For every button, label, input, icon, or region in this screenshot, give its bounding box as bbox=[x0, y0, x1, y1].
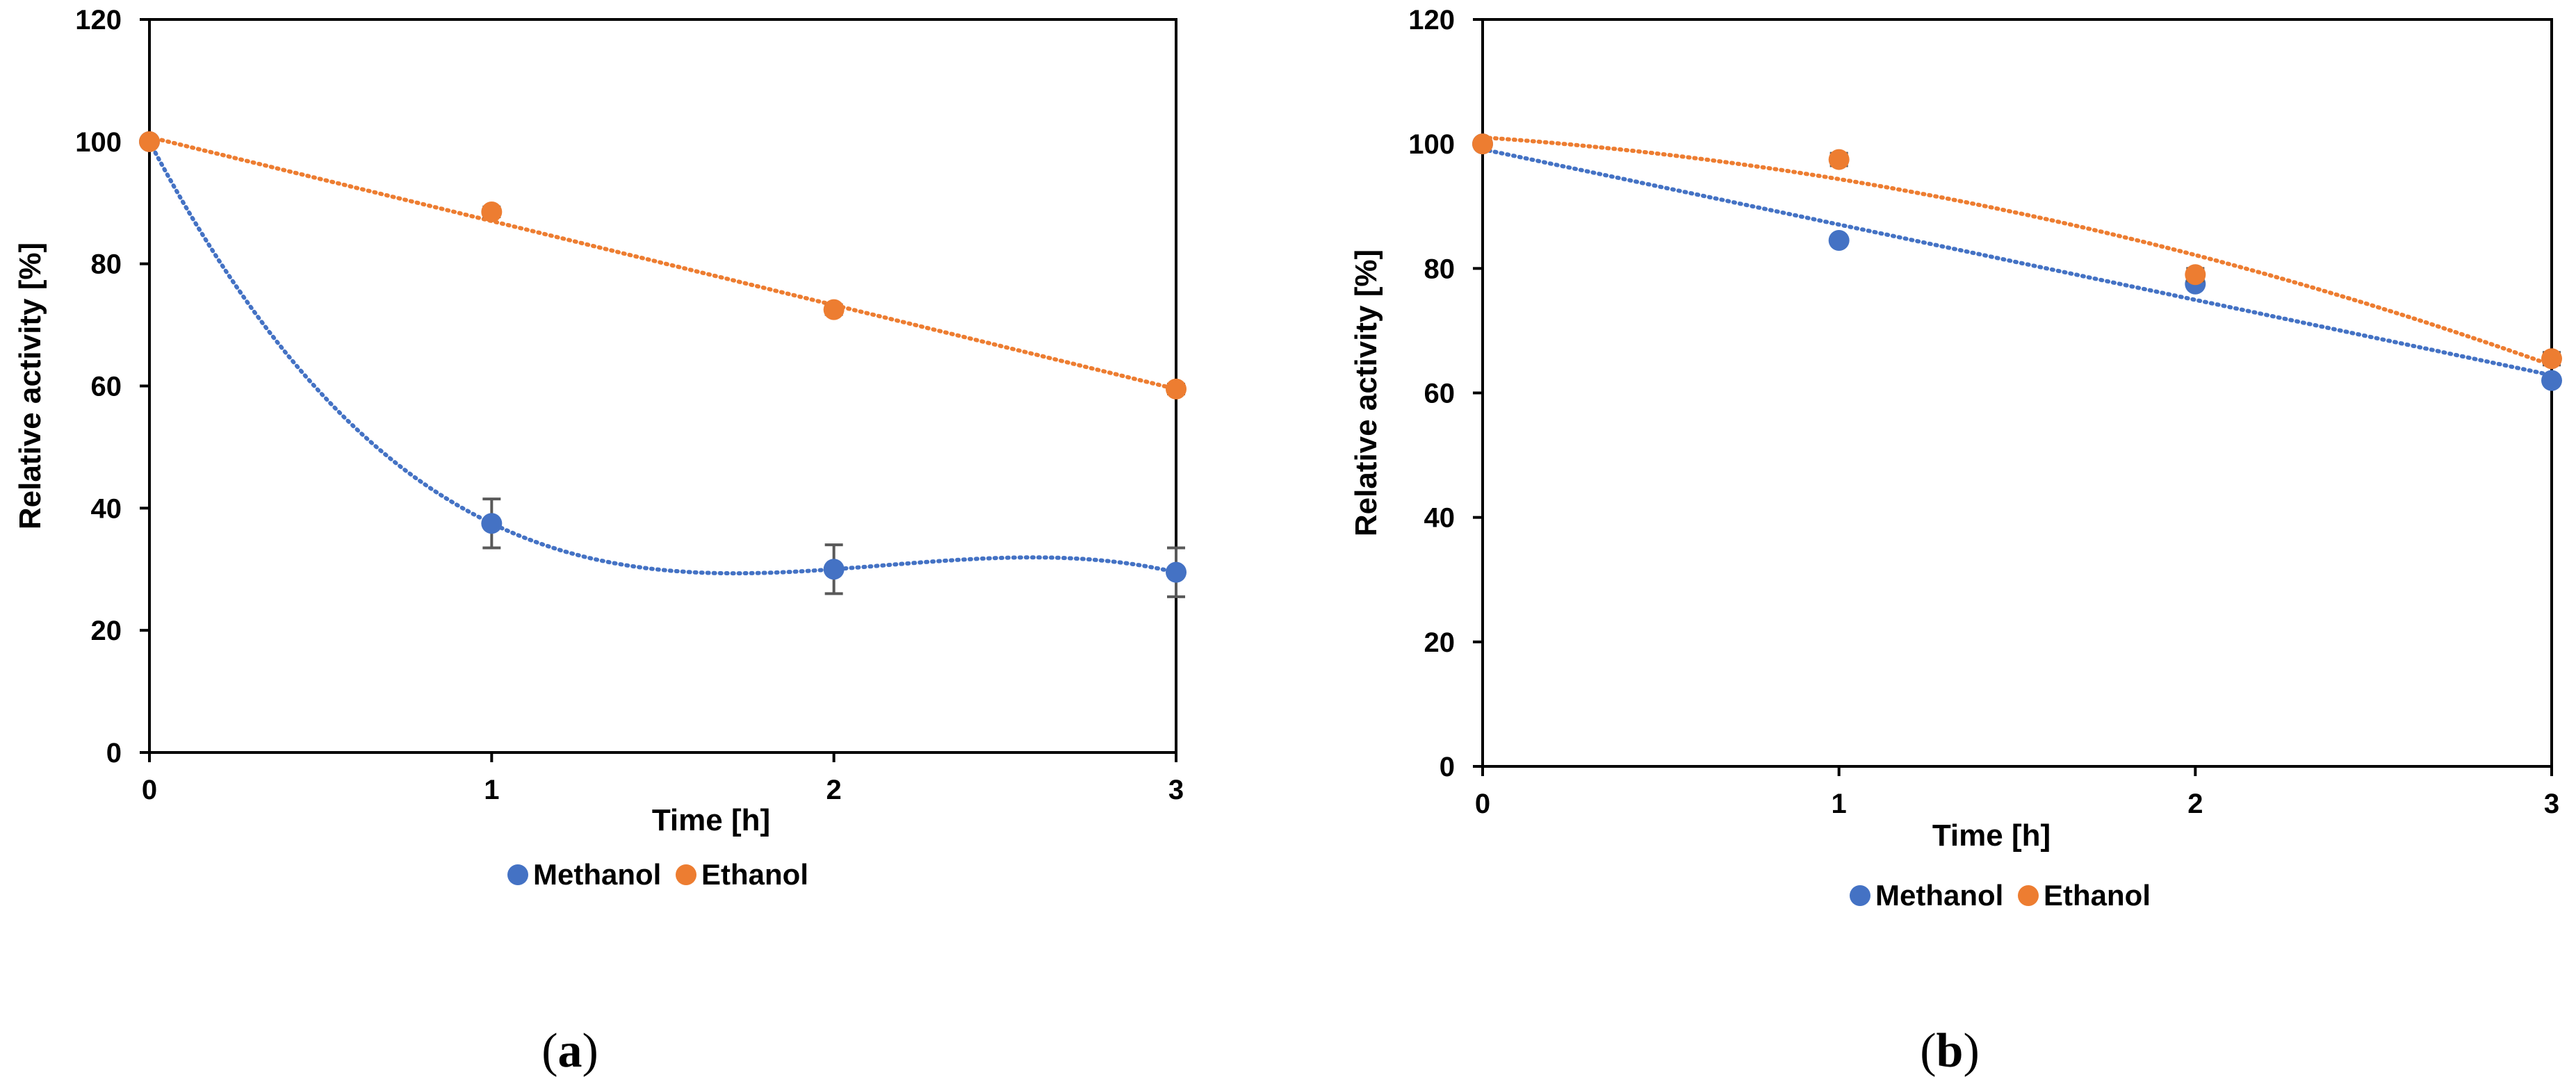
y-tick-label: 120 bbox=[1408, 5, 1455, 35]
x-tick-label: 2 bbox=[826, 775, 842, 805]
legend-marker-methanol bbox=[1850, 885, 1870, 906]
y-tick-label: 60 bbox=[91, 372, 122, 402]
ethanol-point bbox=[2185, 264, 2206, 286]
panel-label-letter: b bbox=[1937, 1024, 1964, 1078]
plot-frame bbox=[1481, 18, 2553, 768]
ethanol-trendline bbox=[147, 135, 1178, 391]
x-tick-label: 0 bbox=[1475, 789, 1490, 819]
ethanol-point bbox=[481, 201, 503, 222]
ethanol-trendline bbox=[1481, 135, 2554, 368]
x-axis-title: Time [h] bbox=[652, 803, 770, 837]
panel-label-open: ( bbox=[541, 1024, 557, 1078]
legend: Methanol Ethanol bbox=[1850, 879, 2151, 912]
legend: Methanol Ethanol bbox=[507, 858, 808, 891]
ethanol-point bbox=[823, 299, 845, 320]
methanol-point bbox=[481, 513, 503, 534]
legend-label-ethanol: Ethanol bbox=[701, 858, 808, 891]
y-tick-label: 40 bbox=[91, 493, 122, 524]
legend-marker-ethanol bbox=[2018, 885, 2039, 906]
methanol-trendline bbox=[1481, 147, 2554, 377]
x-tick-label: 3 bbox=[1168, 775, 1184, 805]
panel-label: (a) bbox=[541, 1024, 598, 1078]
panel-label-close: ) bbox=[582, 1024, 598, 1078]
legend-label-methanol: Methanol bbox=[1875, 879, 2003, 912]
y-axis-title: Relative activity [%] bbox=[13, 242, 47, 529]
legend-marker-ethanol bbox=[676, 864, 696, 885]
y-tick-label: 80 bbox=[1424, 254, 1456, 284]
y-tick-label: 20 bbox=[1424, 627, 1456, 658]
chart-panel-a: 0 20 40 60 80 100 120 0 1 2 3 Time [h] Relative acti… bbox=[13, 5, 1187, 1078]
panel-label-open: ( bbox=[1920, 1024, 1936, 1078]
y-tick-label: 100 bbox=[1408, 129, 1455, 160]
methanol-point bbox=[1828, 230, 1850, 252]
ethanol-point bbox=[1472, 133, 1493, 155]
x-tick-label: 1 bbox=[484, 775, 499, 805]
methanol-point bbox=[823, 559, 845, 580]
x-tick-label: 0 bbox=[142, 775, 157, 805]
ethanol-point bbox=[2541, 348, 2562, 370]
panel-label-close: ) bbox=[1963, 1024, 1979, 1078]
legend-label-methanol: Methanol bbox=[533, 858, 661, 891]
legend-label-ethanol: Ethanol bbox=[2044, 879, 2151, 912]
methanol-point bbox=[1166, 561, 1187, 583]
panel-label: (b) bbox=[1920, 1024, 1980, 1078]
y-tick-label: 40 bbox=[1424, 503, 1456, 534]
y-tick-label: 100 bbox=[75, 127, 122, 158]
x-tick-label: 3 bbox=[2544, 789, 2559, 819]
legend-marker-methanol bbox=[507, 864, 528, 885]
x-axis-title: Time [h] bbox=[1932, 818, 2051, 853]
chart-panel-b: 0 20 40 60 80 100 120 0 1 2 3 Time [h] Relative acti… bbox=[1349, 5, 2562, 1078]
y-tick-label: 20 bbox=[91, 616, 122, 646]
methanol-point bbox=[2541, 370, 2562, 391]
y-tick-label: 0 bbox=[106, 738, 122, 768]
y-tick-label: 60 bbox=[1424, 379, 1456, 409]
y-axis-title: Relative activity [%] bbox=[1349, 249, 1383, 536]
panel-label-letter: a bbox=[558, 1024, 582, 1078]
x-tick-label: 2 bbox=[2187, 789, 2203, 819]
y-tick-label: 0 bbox=[1440, 752, 1455, 782]
methanol-trendline bbox=[147, 139, 1178, 576]
y-tick-label: 120 bbox=[75, 5, 122, 35]
plot-frame bbox=[148, 18, 1177, 754]
y-tick-label: 80 bbox=[91, 249, 122, 280]
ethanol-point bbox=[1828, 149, 1850, 170]
x-tick-label: 1 bbox=[1832, 789, 1847, 819]
ethanol-point bbox=[1166, 378, 1187, 400]
ethanol-point bbox=[139, 131, 160, 152]
